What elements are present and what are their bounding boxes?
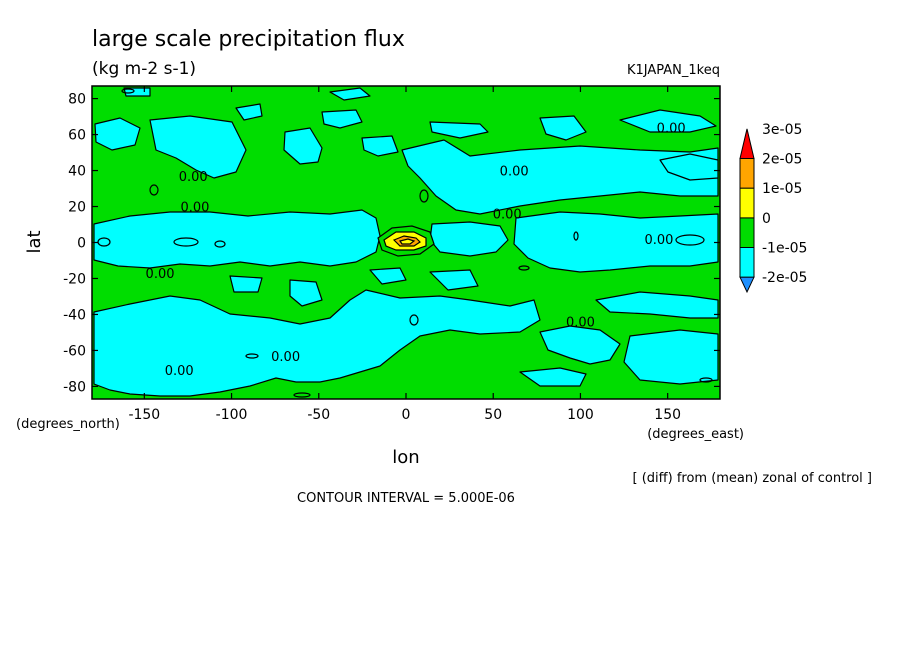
y-tick-label: 60 — [68, 128, 86, 144]
colorbar-label: -2e-05 — [762, 270, 807, 286]
colorbar-segment — [739, 247, 755, 278]
plot-area: 0.00 0.00 0.00 0.00 0.00 0.00 0.00 0.00 0.00 0.00 — [91, 85, 721, 400]
x-tick-label: 100 — [567, 407, 594, 423]
contour-label: 0.00 — [146, 267, 175, 282]
cyan-region — [93, 289, 541, 397]
cyan-region — [369, 267, 407, 285]
x-tick-label: 50 — [484, 407, 502, 423]
cyan-region — [329, 87, 371, 101]
cyan-region — [283, 127, 323, 165]
cyan-region — [429, 121, 489, 139]
colorbar-label: 2e-05 — [762, 152, 802, 168]
cyan-region — [513, 211, 719, 273]
colorbar-label: 3e-05 — [762, 122, 802, 138]
x-axis-label: lon — [392, 447, 419, 468]
contour-label: 0.00 — [657, 121, 686, 136]
cyan-region — [229, 275, 263, 293]
cyan-region — [401, 139, 719, 215]
small-contour — [518, 265, 530, 271]
cyan-region — [539, 115, 587, 141]
colorbar-segment — [739, 128, 755, 159]
colorbar-segment — [739, 187, 755, 219]
x-tick-label: -100 — [216, 407, 248, 423]
chart-title: large scale precipitation flux — [92, 27, 405, 52]
colorbar-segment — [739, 217, 755, 248]
colorbar-label: -1e-05 — [762, 241, 807, 257]
y-tick-label: 0 — [77, 236, 86, 252]
cyan-region — [321, 109, 363, 129]
contour-label: 0.00 — [165, 364, 194, 379]
small-contour — [675, 234, 705, 246]
y-tick-label: -40 — [63, 307, 86, 323]
small-contour — [173, 237, 199, 247]
colorbar-label: 0 — [762, 211, 771, 227]
contour-label: 0.00 — [566, 316, 595, 331]
cyan-region — [539, 325, 621, 365]
contour-interval: CONTOUR INTERVAL = 5.000E-06 — [297, 491, 515, 506]
colorbar-segment — [739, 158, 755, 189]
cyan-region — [595, 291, 719, 319]
cyan-region — [619, 109, 717, 133]
y-unit-label: (degrees_north) — [16, 417, 120, 432]
cyan-region — [429, 221, 509, 257]
cyan-region — [361, 135, 399, 157]
cyan-region — [235, 103, 263, 121]
chart-subtitle: (kg m-2 s-1) — [92, 59, 196, 79]
y-tick-label: -60 — [63, 343, 86, 359]
colorbar: 3e-05 2e-05 1e-05 0 -1e-05 -2e-05 — [739, 122, 807, 294]
cyan-region — [623, 329, 719, 385]
y-tick-label: -20 — [63, 271, 86, 287]
contour-label: 0.00 — [180, 201, 209, 216]
y-tick-label: -80 — [63, 379, 86, 395]
x-unit-label: (degrees_east) — [647, 427, 744, 442]
x-axis: -150 -100 -50 0 50 100 150 — [128, 86, 681, 423]
y-tick-label: 20 — [68, 200, 86, 216]
small-contour — [214, 240, 226, 248]
diff-note: [ (diff) from (mean) zonal of control ] — [633, 471, 872, 486]
y-tick-label: 80 — [68, 92, 86, 108]
x-tick-label: -150 — [128, 407, 160, 423]
maximum-center — [377, 225, 435, 257]
cyan-region — [149, 115, 247, 179]
contour-label: 0.00 — [179, 170, 208, 185]
contour-label: 0.00 — [644, 233, 673, 248]
negative-anomaly-regions — [93, 87, 719, 397]
small-contour — [419, 189, 429, 203]
contour-labels: 0.00 0.00 0.00 0.00 0.00 0.00 0.00 0.00 0.00 0.00 — [146, 121, 686, 379]
y-tick-label: 40 — [68, 164, 86, 180]
max-inner-region — [399, 238, 416, 245]
small-contour — [409, 314, 419, 326]
contour-label: 0.00 — [271, 350, 300, 365]
small-contour — [245, 353, 259, 359]
colorbar-segment — [739, 276, 755, 294]
contour-label: 0.00 — [500, 165, 529, 180]
small-contour — [149, 184, 159, 196]
small-contour — [121, 88, 135, 94]
cyan-region — [659, 153, 719, 181]
run-label: K1JAPAN_1keq — [627, 63, 720, 78]
small-contour — [573, 231, 579, 241]
cyan-region — [289, 279, 323, 307]
small-contour — [293, 392, 311, 398]
cyan-region — [429, 269, 479, 291]
colorbar-label: 1e-05 — [762, 181, 802, 197]
contour-label: 0.00 — [493, 208, 522, 223]
x-tick-label: 0 — [402, 407, 411, 423]
x-tick-label: -50 — [307, 407, 330, 423]
cyan-region — [519, 367, 587, 387]
y-axis: 80 60 40 20 0 -20 -40 -60 -80 — [63, 92, 720, 395]
small-contour — [699, 377, 713, 383]
x-tick-label: 150 — [654, 407, 681, 423]
y-axis-label: lat — [24, 230, 45, 253]
cyan-region — [93, 209, 381, 269]
cyan-region — [94, 117, 141, 151]
